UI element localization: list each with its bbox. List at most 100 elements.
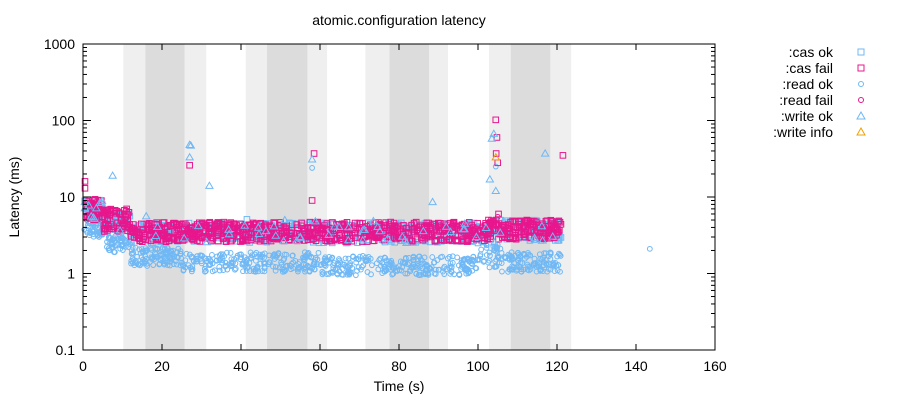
data-point-read-ok [188,254,195,261]
data-point-read-ok [272,264,279,270]
data-point-write-ok [368,216,378,225]
data-point-read-ok [507,253,514,260]
data-point-cas-fail [544,230,552,237]
data-point-write-ok [108,171,118,179]
data-point-read-ok [355,264,362,271]
data-point-read-ok [288,263,295,269]
data-point-write-ok [86,211,96,220]
data-point-read-ok [219,251,226,258]
data-point-read-ok [494,253,501,260]
data-point-read-ok [242,263,248,269]
data-point-read-ok [138,254,145,260]
data-point-read-ok [198,260,205,267]
data-point-read-ok [360,262,367,269]
data-point-read-ok [170,261,177,268]
data-point-read-ok [364,257,370,264]
data-point-cas-fail [553,225,560,233]
data-point-cas-fail [465,234,473,242]
data-point-cas-fail [448,237,456,245]
data-point-read-ok [209,252,215,258]
data-point-read-ok [437,254,444,261]
data-point-read-ok [492,263,499,270]
data-point-read-ok [382,255,389,261]
data-point-read-ok [261,268,268,275]
legend-marker [858,81,864,87]
data-point-read-ok [416,269,423,276]
data-point-read-ok [143,256,150,262]
data-point-cas-fail [161,230,169,238]
data-point-read-ok [130,249,137,256]
data-point-cas-fail [335,221,343,228]
data-point-read-ok [386,258,393,265]
y-tick-label: 100 [52,113,76,129]
data-point-cas-fail [88,202,95,210]
data-point-read-ok [205,255,212,262]
data-point-read-ok [279,266,286,273]
data-point-cas-fail [512,218,519,226]
data-point-read-ok [202,268,208,275]
x-tick-label: 60 [312,358,328,374]
data-point-write-ok [105,233,115,241]
data-point-cas-fail [474,220,481,227]
data-point-read-ok [240,268,246,275]
data-point-read-ok [168,256,175,263]
data-point-cas-fail [285,236,293,244]
data-point-cas-fail [293,230,300,237]
data-point-read-ok [426,265,433,271]
data-point-read-ok [185,262,192,269]
x-tick-label: 80 [391,358,407,374]
data-point-cas-fail [154,236,161,244]
data-point-read-ok [415,253,422,260]
data-point-cas-fail [492,116,500,124]
data-point-cas-fail [234,226,241,233]
data-point-cas-fail [433,226,441,234]
data-point-cas-fail [137,220,145,228]
legend-label: :cas ok [789,44,834,60]
data-point-read-ok [359,253,366,259]
data-point-read-ok [320,270,327,276]
data-point-read-ok [120,243,127,250]
data-point-cas-fail [329,227,337,235]
data-point-read-ok [342,255,349,262]
data-point-cas-fail [108,225,115,232]
data-point-cas-fail [545,233,553,241]
data-point-read-ok [249,252,255,259]
data-point-write-ok [530,233,540,242]
data-point-cas-fail [375,231,383,239]
y-tick-label: 1 [67,266,75,282]
data-point-cas-fail [228,237,235,245]
data-point-read-ok [547,256,554,262]
data-point-read-ok [324,271,330,277]
shaded-interval-dark [389,44,430,350]
data-point-read-ok [87,230,94,237]
data-point-read-ok [530,262,537,269]
data-point-read-ok [169,250,176,257]
data-point-read-ok [519,260,526,266]
shaded-interval-dark [510,44,551,350]
data-point-read-ok [405,254,412,261]
data-point-cas-fail [104,224,111,232]
data-point-read-ok [149,255,156,261]
data-point-read-ok [506,256,513,263]
legend-marker [857,48,865,56]
data-point-read-ok [537,255,544,262]
data-point-read-ok [466,268,473,275]
data-point-read-ok [499,268,505,275]
data-point-write-ok [489,237,499,246]
data-point-read-ok [492,163,499,170]
data-point-read-ok [357,253,363,260]
data-point-write-ok [487,134,497,142]
data-point-read-ok [272,267,279,274]
data-point-cas-fail [528,227,536,235]
data-point-read-ok [254,263,261,270]
data-point-read-ok [137,250,144,256]
data-point-write-ok [548,231,558,240]
data-point-read-ok [115,241,121,248]
data-point-read-ok [464,255,471,262]
data-point-cas-fail [121,207,128,214]
legend-label: :cas fail [786,60,833,76]
data-point-cas-fail [512,235,520,243]
data-point-write-ok [481,223,491,231]
data-point-read-ok [556,250,562,257]
data-point-read-ok [144,263,151,269]
